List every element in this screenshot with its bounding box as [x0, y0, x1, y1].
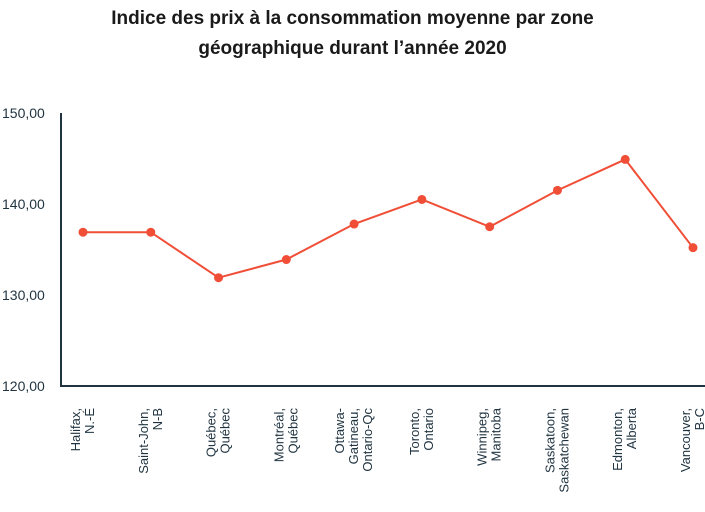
x-tick-label: Montréal,Québec — [271, 408, 300, 463]
data-point — [620, 154, 630, 164]
x-tick-label-line: Winnipeg, — [475, 408, 490, 466]
y-tick-label: 140,00 — [2, 196, 45, 212]
x-tick-label-line: Saint-John, — [136, 408, 151, 474]
x-tick-label-line: Québec — [285, 408, 300, 454]
x-tick-label-line: Manitoba — [489, 407, 504, 461]
x-tick-label: Vancouver,B-C — [678, 408, 705, 472]
x-tick-label-line: Vancouver, — [678, 408, 693, 472]
x-tick-label-line: B-C — [692, 408, 705, 430]
x-tick-label-line: Saskatoon, — [542, 408, 557, 473]
x-tick-label-line: Ontario-Qc — [360, 408, 375, 472]
y-tick-label: 150,00 — [2, 105, 45, 121]
x-tick-label-line: Halifax, — [68, 408, 83, 451]
data-point — [349, 219, 359, 229]
data-point — [485, 222, 495, 232]
x-tick-label-line: Toronto, — [407, 408, 422, 455]
data-point — [281, 255, 291, 265]
x-tick-label: Edmonton,Alberta — [610, 407, 639, 471]
x-tick-label: Halifax,N.-É — [68, 408, 97, 452]
x-tick-label-line: N.-É — [82, 408, 97, 434]
x-tick-label-line: Ontario — [421, 408, 436, 451]
chart-title-line-2: géographique durant l’année 2020 — [198, 38, 507, 59]
chart-title-line-1: Indice des prix à la consommation moyenn… — [111, 8, 594, 29]
x-tick-label: Québec,Québec — [204, 408, 233, 458]
x-tick-label: Saint-John,N-B — [136, 408, 165, 474]
x-tick-label-line: Ottawa- — [332, 408, 347, 454]
x-tick-label-line: Alberta — [624, 407, 639, 449]
data-point — [417, 194, 427, 204]
x-tick-label: Winnipeg,Manitoba — [475, 407, 504, 466]
x-tick-label-line: Québec — [218, 408, 233, 454]
x-tick-label-line: Saskatchewan — [556, 408, 571, 493]
series-line — [83, 158, 694, 279]
data-point — [214, 273, 224, 283]
x-tick-label: Saskatoon,Saskatchewan — [542, 408, 571, 493]
x-tick-label-line: Gatineau, — [346, 408, 361, 464]
chart-title: Indice des prix à la consommation moyenn… — [0, 4, 705, 64]
x-tick-label-line: Québec, — [204, 408, 219, 457]
data-point — [552, 185, 562, 195]
data-point — [78, 227, 88, 237]
y-tick-label: 130,00 — [2, 287, 45, 303]
data-point — [146, 227, 156, 237]
x-tick-label-line: Montréal, — [271, 408, 286, 462]
y-tick-label: 120,00 — [2, 378, 45, 394]
data-point — [688, 243, 698, 253]
x-tick-label: Toronto,Ontario — [407, 408, 436, 455]
x-tick-label: Ottawa-Gatineau,Ontario-Qc — [332, 408, 375, 472]
x-tick-label-line: Edmonton, — [610, 408, 625, 471]
x-tick-label-line: N-B — [150, 408, 165, 430]
